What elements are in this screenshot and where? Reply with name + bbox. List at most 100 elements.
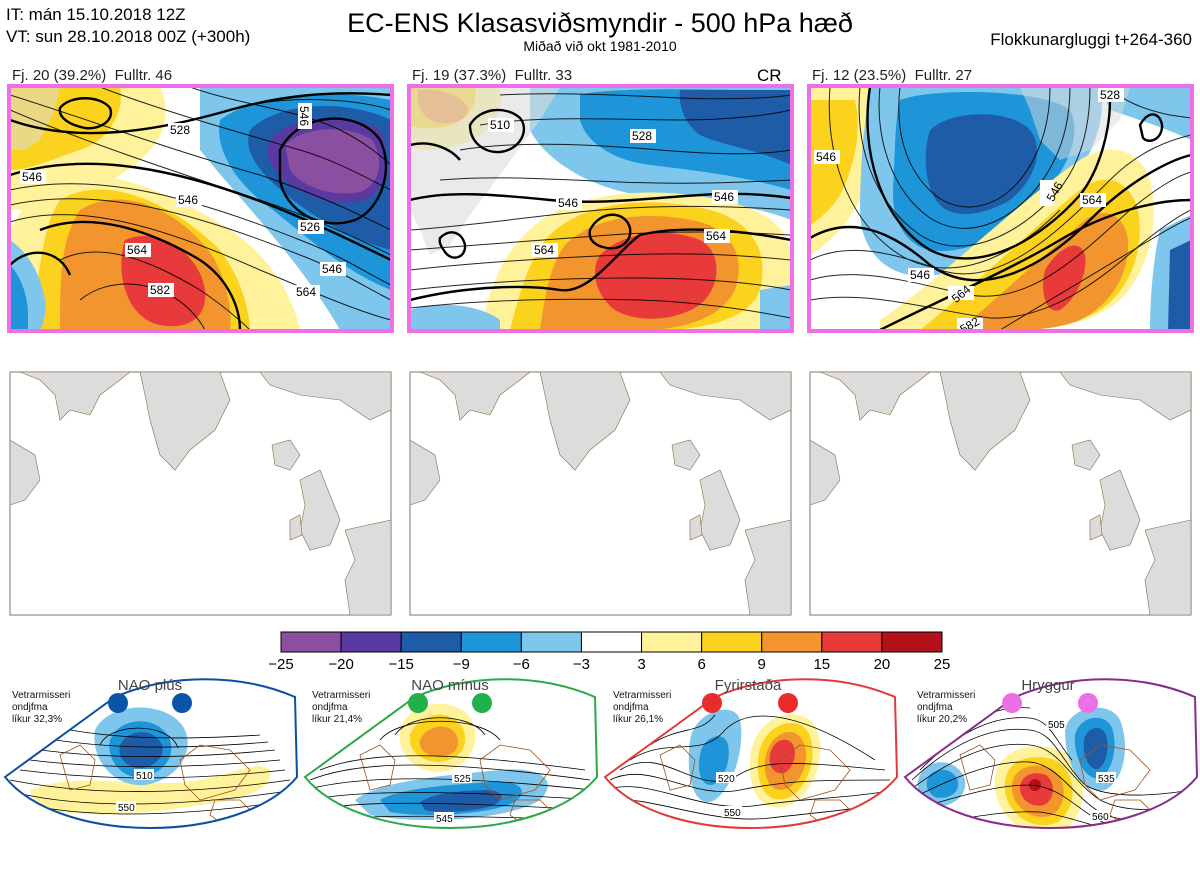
basemap-1	[9, 371, 392, 616]
colorbar-tick-label: −15	[388, 656, 413, 673]
header-times: IT: mán 15.10.2018 12Z VT: sun 28.10.201…	[6, 4, 250, 48]
regime-method: ondjfma	[312, 702, 348, 713]
cluster-2-label: Fj. 19 (37.3%) Fulltr. 33	[412, 67, 572, 85]
regime-contour-label: 550	[724, 808, 741, 819]
cluster-1-id: Fj. 20 (39.2%)	[12, 67, 107, 84]
cluster-2-rep: Fulltr. 33	[514, 67, 573, 84]
regime-probability: líkur 21,4%	[312, 714, 363, 725]
contour-label: 546	[22, 170, 42, 184]
colorbar-swatch	[881, 631, 943, 653]
regime-frame	[603, 678, 899, 829]
colorbar-tick-label: 25	[934, 656, 951, 673]
contour-label: 564	[1082, 193, 1102, 207]
regime-note: Vetrarmisseri ondjfma líkur 20,2%	[917, 690, 975, 726]
cluster-1-map: 528 546 546 526 546 564 564 582 546	[10, 87, 391, 330]
regime-season: Vetrarmisseri	[312, 690, 371, 701]
colorbar-tick-label: −3	[573, 656, 590, 673]
colorbar-swatch	[520, 631, 582, 653]
valid-time: VT: sun 28.10.2018 00Z (+300h)	[6, 27, 251, 46]
colorbar-tick-label: 20	[874, 656, 891, 673]
regime-contour-label: 545	[436, 814, 453, 825]
colorbar-tick-label: 3	[637, 656, 645, 673]
page-title: EC-ENS Klasasviðsmyndir - 500 hPa hæð	[347, 8, 853, 38]
colorbar-swatch	[641, 631, 703, 653]
initial-time: IT: mán 15.10.2018 12Z	[6, 5, 186, 24]
regime-contour-label: 525	[454, 774, 471, 785]
colorbar-swatch	[280, 631, 342, 653]
regime-ridge: 505 535 560	[903, 678, 1199, 829]
colorbar-swatch	[580, 631, 643, 653]
basemap-2	[409, 371, 792, 616]
colorbar-swatch	[821, 631, 883, 653]
colorbar-tick-label: 9	[758, 656, 766, 673]
cluster-2-flag: CR	[757, 66, 782, 85]
contour-label: 564	[127, 243, 147, 257]
colorbar-swatch	[701, 631, 763, 653]
cluster-2-map: 510 528 546 546 564 564	[410, 87, 791, 330]
contour-label: 546	[558, 196, 578, 210]
cluster-3-label: Fj. 12 (23.5%) Fulltr. 27	[812, 67, 972, 85]
contour-label: 546	[714, 190, 734, 204]
colorbar-swatch	[400, 631, 462, 653]
basemap-3	[809, 371, 1192, 616]
regime-contour-label: 550	[118, 803, 135, 814]
regime-method: ondjfma	[12, 702, 48, 713]
regime-season: Vetrarmisseri	[12, 690, 71, 701]
regime-note: Vetrarmisseri ondjfma líkur 32,3%	[12, 690, 70, 726]
regime-contour-label: 565	[446, 850, 463, 861]
regime-dot	[1002, 693, 1022, 713]
regime-title: NAO plús	[118, 677, 182, 694]
regime-contour-label: 505	[1048, 720, 1065, 731]
empty-maps-row	[9, 371, 1192, 616]
contour-label: 564	[706, 229, 726, 243]
cluster-1-rep: Fulltr. 46	[114, 67, 173, 84]
regime-contour-label: 560	[738, 834, 755, 845]
contour-label: 510	[490, 118, 510, 132]
regime-season: Vetrarmisseri	[613, 690, 672, 701]
regime-probability: líkur 20,2%	[917, 714, 968, 725]
contour-label: 582	[150, 283, 170, 297]
contour-label: 546	[178, 193, 198, 207]
contour-label: 564	[534, 243, 554, 257]
cluster-3-rep: Fulltr. 27	[914, 67, 973, 84]
colorbar-tick-label: −6	[513, 656, 530, 673]
cluster-3-frame	[807, 84, 1194, 333]
colorbar-tick-label: −20	[328, 656, 353, 673]
regime-dot	[702, 693, 722, 713]
regime-season: Vetrarmisseri	[917, 690, 976, 701]
contour-label: 526	[300, 220, 320, 234]
regime-method: ondjfma	[613, 702, 649, 713]
regime-dot	[778, 693, 798, 713]
contour-label: 546	[816, 150, 836, 164]
contour-label: 528	[632, 129, 652, 143]
regime-contour-label: 520	[718, 774, 735, 785]
colorbar: −25 −20 −15 −9 −6 −3 3 6 9 15 20 25	[268, 631, 951, 673]
regime-dot	[408, 693, 428, 713]
regime-title: NAO mínus	[411, 677, 489, 694]
regime-contour-label: 560	[1092, 812, 1109, 823]
regime-dot	[172, 693, 192, 713]
colorbar-tick-label: 6	[697, 656, 705, 673]
regime-dot	[472, 693, 492, 713]
colorbar-swatch	[460, 631, 522, 653]
regime-probability: líkur 26,1%	[613, 714, 664, 725]
regime-frame	[3, 678, 299, 829]
colorbar-tick-label: −25	[268, 656, 293, 673]
contour-label: 528	[1100, 88, 1120, 102]
colorbar-tick-label: −9	[453, 656, 470, 673]
cluster-3-id: Fj. 12 (23.5%)	[812, 67, 907, 84]
colorbar-swatch	[761, 631, 823, 653]
contour-label: 564	[296, 285, 316, 299]
regime-dot	[108, 693, 128, 713]
regime-contour-label: 535	[1098, 774, 1115, 785]
regime-method: ondjfma	[917, 702, 953, 713]
regime-probability: líkur 32,3%	[12, 714, 63, 725]
page-subtitle: Miðað við okt 1981-2010	[523, 38, 677, 54]
regime-dot	[1078, 693, 1098, 713]
cluster-2-id: Fj. 19 (37.3%)	[412, 67, 507, 84]
contour-label: 546	[322, 262, 342, 276]
cluster-1-label: Fj. 20 (39.2%) Fulltr. 46	[12, 67, 172, 85]
regime-note: Vetrarmisseri ondjfma líkur 21,4%	[312, 690, 370, 726]
cluster-window: Flokkunargluggi t+264-360	[990, 30, 1192, 49]
